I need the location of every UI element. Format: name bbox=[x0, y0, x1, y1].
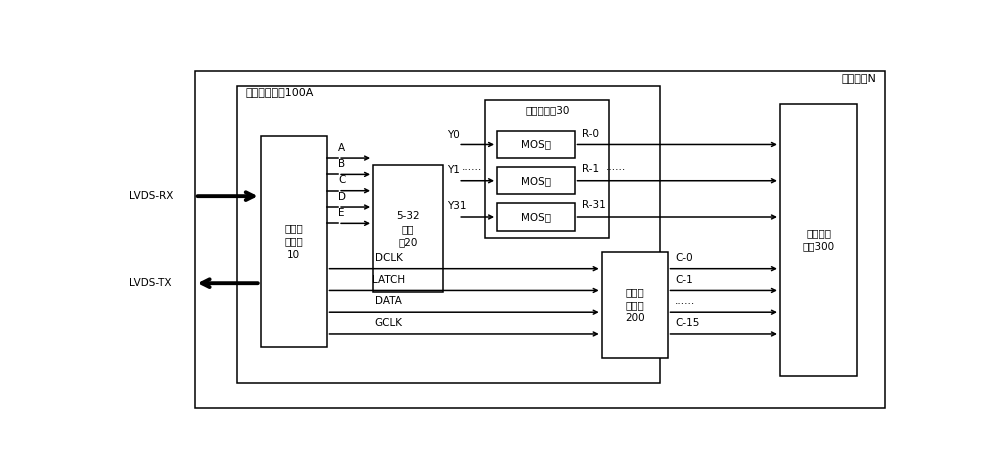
Text: LVDS-TX: LVDS-TX bbox=[129, 278, 171, 288]
Text: DCLK: DCLK bbox=[375, 253, 402, 263]
Text: D: D bbox=[338, 192, 346, 202]
Text: R-0: R-0 bbox=[582, 129, 599, 139]
Text: E: E bbox=[338, 208, 345, 218]
Text: A: A bbox=[338, 143, 345, 153]
Text: 5-32
译码
器20: 5-32 译码 器20 bbox=[396, 211, 420, 247]
Text: C-1: C-1 bbox=[675, 275, 693, 284]
Text: LATCH: LATCH bbox=[372, 275, 405, 284]
Bar bbox=[497, 167, 574, 195]
Text: Y1: Y1 bbox=[447, 165, 460, 175]
Text: C: C bbox=[338, 175, 346, 185]
Text: B: B bbox=[338, 159, 345, 169]
Text: GCLK: GCLK bbox=[374, 318, 402, 328]
Text: LVDS-RX: LVDS-RX bbox=[129, 191, 173, 201]
Bar bbox=[780, 104, 857, 376]
Text: MOS管: MOS管 bbox=[521, 176, 551, 186]
Text: R-1: R-1 bbox=[582, 164, 599, 174]
Text: 第一接
口模块
10: 第一接 口模块 10 bbox=[284, 223, 303, 260]
Text: ......: ...... bbox=[606, 162, 626, 172]
Text: ......: ...... bbox=[675, 296, 696, 307]
Text: DATA: DATA bbox=[375, 296, 402, 307]
Bar bbox=[261, 136, 326, 347]
Text: 显示单元
阵列300: 显示单元 阵列300 bbox=[803, 228, 835, 251]
Text: 行控制模块30: 行控制模块30 bbox=[525, 106, 570, 115]
Text: Y0: Y0 bbox=[447, 130, 459, 140]
Bar bbox=[195, 71, 885, 408]
Text: 显示设备N: 显示设备N bbox=[842, 73, 877, 83]
Text: 通信接口芯片100A: 通信接口芯片100A bbox=[245, 87, 314, 97]
Text: C-0: C-0 bbox=[675, 253, 693, 263]
Bar bbox=[602, 252, 668, 357]
Text: Y31: Y31 bbox=[447, 201, 466, 211]
Bar bbox=[497, 131, 574, 158]
Text: MOS管: MOS管 bbox=[521, 212, 551, 222]
Bar bbox=[497, 203, 574, 231]
Text: MOS管: MOS管 bbox=[521, 139, 551, 149]
Text: 显示驱
动芯片
200: 显示驱 动芯片 200 bbox=[625, 287, 644, 323]
Bar bbox=[485, 100, 609, 238]
Text: R-31: R-31 bbox=[582, 200, 606, 210]
Bar bbox=[373, 165, 443, 292]
Text: ......: ...... bbox=[462, 162, 482, 172]
Text: C-15: C-15 bbox=[675, 318, 700, 328]
Bar bbox=[237, 86, 660, 383]
